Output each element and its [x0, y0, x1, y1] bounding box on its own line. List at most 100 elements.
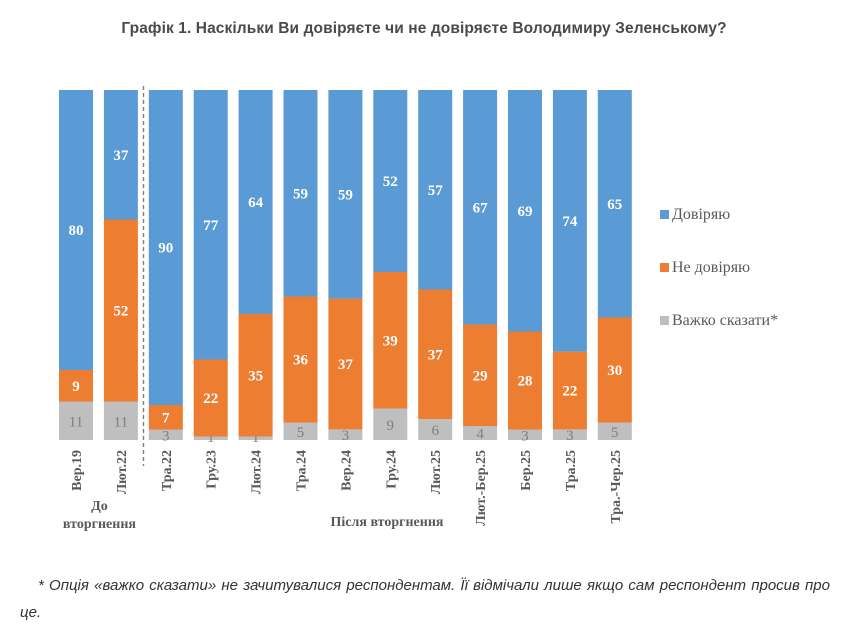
legend-label: Довіряю [672, 206, 730, 223]
data-label: 69 [518, 204, 533, 220]
bar-segment-distrust [418, 289, 453, 419]
bar-segment-trust [193, 90, 228, 360]
data-label: 59 [293, 186, 308, 202]
legend-swatch [660, 263, 669, 272]
data-label: 80 [69, 223, 84, 239]
x-tick-label: Лют.22 [115, 450, 130, 494]
data-label: 67 [473, 200, 489, 216]
x-tick-label: Тра.25 [564, 450, 579, 491]
x-tick-label: Вер.24 [339, 450, 354, 491]
bar-stack: 3 7 90 [148, 90, 183, 444]
bar-segment-trust [238, 90, 273, 314]
bar-segment-distrust [552, 351, 587, 430]
category-labels: Вер.19 Лют.22 Тра.22 Гру.23 Лют.24 Тра.24 Вер.… [70, 450, 624, 526]
x-tick-label: Тра.-Чер.25 [609, 450, 624, 524]
legend-swatch [660, 316, 669, 325]
footnote: * Опція «важко сказати» не зачитувалися … [20, 577, 830, 621]
legend-item-hard-to-say: Важко сказати* [660, 312, 778, 329]
x-tick-label: Гру.24 [384, 450, 399, 489]
data-label: 52 [383, 174, 398, 190]
bar-segment-hard-to-say [328, 429, 363, 440]
data-label: 37 [428, 347, 444, 363]
data-label: 36 [293, 353, 309, 369]
x-tick-label: Лют.-Бер.25 [474, 450, 489, 526]
data-label: 39 [383, 333, 398, 349]
data-label: 4 [476, 427, 484, 443]
bar-segment-distrust [238, 314, 273, 437]
data-label: 74 [562, 214, 578, 230]
stacked-bar-chart: 1198011523737901227713564536593375993952… [59, 86, 778, 532]
data-label: 3 [162, 428, 170, 444]
bar-stack: 6 37 57 [418, 90, 453, 440]
data-label: 65 [607, 197, 622, 213]
bar-stack: 3 22 74 [552, 90, 587, 444]
data-label: 22 [203, 391, 218, 407]
legend-label: Не довіряю [672, 259, 750, 276]
data-label: 7 [162, 410, 170, 426]
data-label: 52 [113, 304, 128, 320]
data-label: 6 [431, 423, 439, 439]
bar-segment-trust [597, 90, 632, 318]
data-label: 28 [518, 374, 533, 390]
data-label: 22 [562, 384, 577, 400]
bar-stack: 3 37 59 [328, 90, 363, 444]
legend-item-distrust: Не довіряю [660, 259, 750, 276]
x-tick-label: Бер.25 [519, 450, 534, 491]
bar-stack: 4 29 67 [463, 90, 498, 443]
bar-segment-trust [148, 90, 183, 405]
bar-segment-hard-to-say [283, 422, 318, 440]
bar-segment-hard-to-say [552, 429, 587, 440]
data-label: 57 [428, 183, 444, 199]
bar-stack: 11 9 80 [59, 90, 93, 440]
bar-stack: 3 28 69 [508, 90, 542, 444]
chart-title: Графік 1. Наскільки Ви довіряєте чи не д… [121, 20, 727, 37]
bar-segment-hard-to-say [463, 426, 498, 440]
data-label: 3 [342, 428, 350, 444]
data-label: 11 [114, 414, 128, 430]
data-label: 35 [248, 368, 263, 384]
bar-segment-hard-to-say [238, 436, 273, 440]
x-tick-label: Гру.23 [205, 450, 220, 489]
group-label-before-invasion: вторгнення [63, 517, 136, 532]
legend-item-trust: Довіряю [660, 206, 730, 223]
bar-segment-hard-to-say [373, 408, 408, 440]
bar-segment-hard-to-say [59, 401, 93, 440]
bar-segment-distrust [463, 324, 498, 426]
data-label: 30 [607, 363, 622, 379]
data-label: 1 [207, 430, 215, 446]
bar-segment-hard-to-say [418, 419, 453, 440]
bar-segment-hard-to-say [508, 429, 542, 440]
bar-segment-distrust [193, 359, 228, 437]
bar-stack: 5 30 65 [597, 90, 632, 441]
bar-segment-distrust [508, 331, 542, 430]
x-tick-label: Лют.25 [429, 450, 444, 494]
data-label: 37 [113, 148, 129, 164]
data-label: 1 [252, 430, 260, 446]
bar-segment-trust [418, 90, 453, 290]
data-label: 64 [248, 195, 264, 211]
bar-segment-hard-to-say [193, 436, 228, 440]
legend: Довіряю Не довіряю Важко сказати* [660, 206, 778, 329]
bar-segment-distrust [283, 296, 318, 423]
bar-segment-distrust [59, 370, 93, 402]
bar-stack: 9 39 52 [373, 90, 408, 440]
bar-segment-trust [283, 90, 318, 297]
group-label-before-invasion: До [91, 499, 108, 514]
bar-segment-trust [552, 90, 587, 352]
data-label: 3 [521, 428, 529, 444]
bars-layer: 1198011523737901227713564536593375993952… [59, 90, 632, 446]
bar-segment-distrust [597, 317, 632, 423]
bar-segment-trust [328, 90, 363, 299]
data-label: 59 [338, 187, 353, 203]
data-label: 5 [297, 425, 305, 441]
x-tick-label: Тра.24 [295, 450, 310, 491]
bar-segment-distrust [328, 298, 363, 430]
bar-segment-hard-to-say [148, 429, 183, 440]
data-label: 37 [338, 357, 354, 373]
x-tick-label: Вер.19 [70, 450, 85, 491]
bar-segment-hard-to-say [597, 422, 632, 440]
data-label: 90 [158, 241, 173, 257]
bar-stack: 1 22 77 [193, 90, 228, 446]
bar-stack: 1 35 64 [238, 90, 273, 446]
group-labels: До вторгнення Після вторгнення [63, 499, 444, 532]
